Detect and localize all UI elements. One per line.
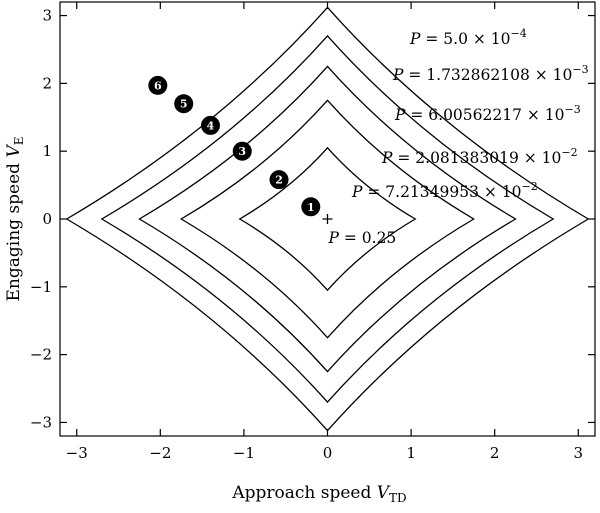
marker-circle-3: [232, 141, 252, 161]
marker-1: 1: [301, 197, 321, 217]
contour-label-3: P = 6.00562217 × 10−3: [394, 103, 581, 124]
marker-circle-1: [301, 197, 321, 217]
marker-3: 3: [232, 141, 252, 161]
contour-label-5: P = 5.0 × 10−4: [409, 27, 527, 48]
y-tick-label: 0: [42, 210, 52, 228]
marker-number-2: 2: [275, 174, 283, 187]
x-tick-label: −2: [149, 444, 171, 462]
contour-label-2: P = 2.081383019 × 10−2: [381, 146, 578, 167]
y-tick-label: 1: [42, 142, 52, 160]
marker-circle-2: [269, 170, 289, 190]
x-tick-label: 0: [323, 444, 333, 462]
x-axis-label: Approach speed VTD: [231, 483, 406, 505]
marker-2: 2: [269, 170, 289, 190]
x-tick-label: 3: [574, 444, 584, 462]
y-tick-label: −1: [30, 278, 52, 296]
marker-number-3: 3: [238, 145, 246, 158]
y-tick-label: 3: [42, 7, 52, 25]
marker-6: 6: [148, 75, 168, 95]
contour-line-4: [100, 34, 555, 404]
contour-label-4: P = 1.732862108 × 10−3: [392, 63, 589, 84]
y-tick-label: −3: [30, 413, 52, 431]
marker-number-1: 1: [307, 201, 315, 214]
y-axis-label: Engaging speed VE: [4, 137, 26, 302]
x-tick-label: 1: [406, 444, 416, 462]
x-tick-label: −3: [66, 444, 88, 462]
contour-label-1: P = 7.21349953 × 10−2: [351, 180, 538, 201]
marker-number-5: 5: [180, 98, 188, 111]
x-tick-label: 2: [490, 444, 500, 462]
axes-layer: −3 −2 −1 0 1 2 3 −3 −2 −1 0 1 2 3 Approach speed VTD En…: [4, 2, 595, 505]
contour-labels-layer: P = 7.21349953 × 10−2 P = 2.081383019 × 1…: [328, 27, 589, 247]
marker-circle-6: [148, 75, 168, 95]
y-tick-label: 2: [42, 74, 52, 92]
x-tick-label: −1: [233, 444, 255, 462]
center-label: P = 0.25: [328, 229, 397, 247]
marker-circle-5: [174, 94, 194, 114]
markers-layer: 1 2 3 4 5 6: [148, 75, 321, 217]
contour-line-1: [238, 146, 417, 292]
marker-circle-4: [200, 115, 220, 135]
marker-number-6: 6: [154, 79, 162, 92]
y-tick-label: −2: [30, 346, 52, 364]
marker-5: 5: [174, 94, 194, 114]
marker-number-4: 4: [207, 119, 215, 132]
marker-4: 4: [200, 115, 220, 135]
contour-line-2: [179, 99, 476, 339]
contour-line-3: [138, 65, 517, 373]
center-plus-mark: [322, 214, 333, 224]
